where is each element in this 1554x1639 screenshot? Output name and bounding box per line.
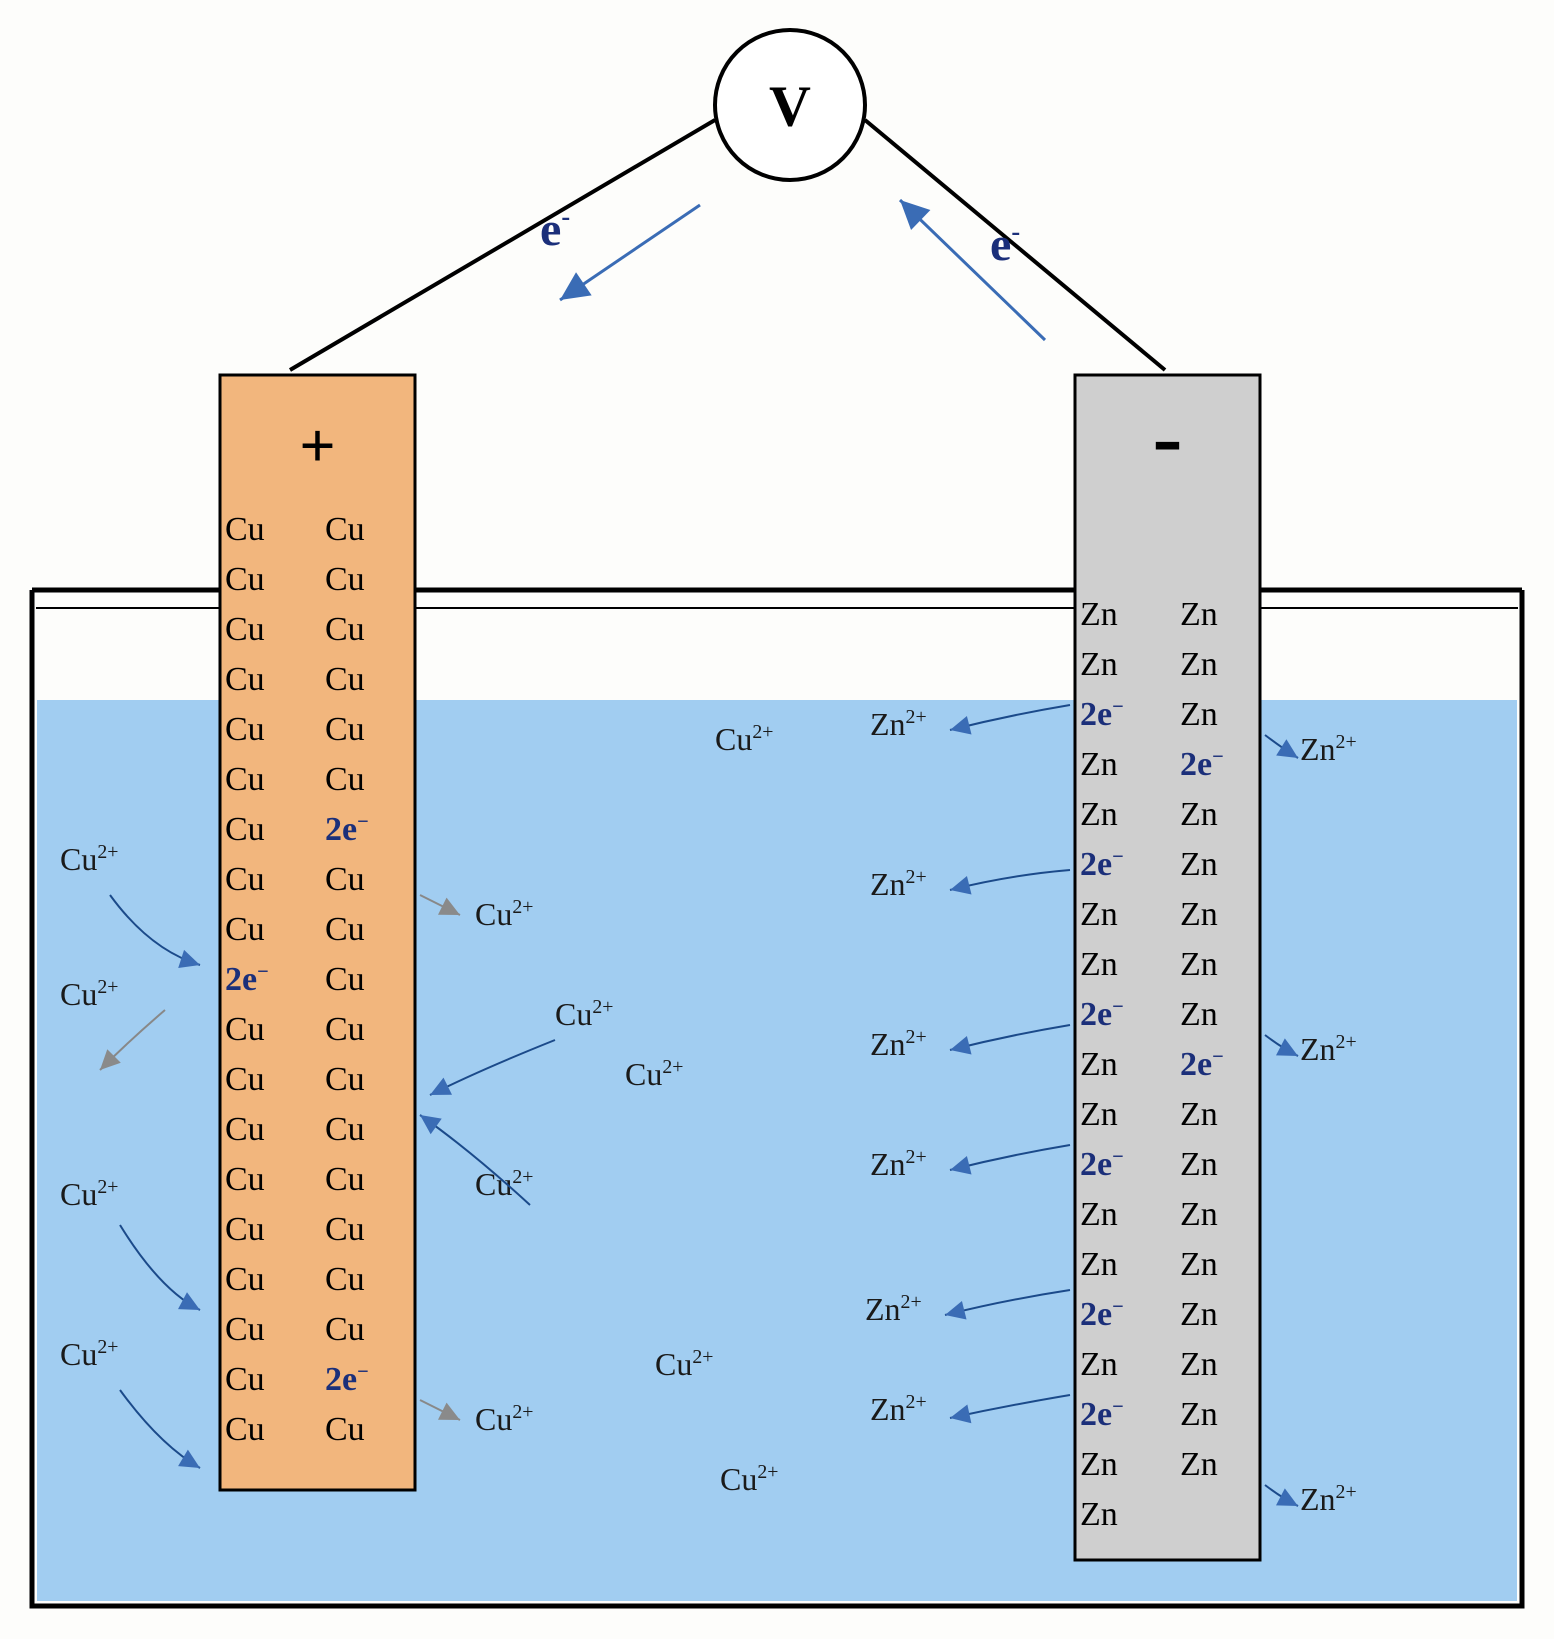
cu-atom: Cu bbox=[325, 1061, 365, 1098]
zn-atom: Zn bbox=[1180, 596, 1218, 633]
cu-atom: Cu bbox=[325, 961, 365, 998]
cu-atom: Cu bbox=[225, 561, 265, 598]
voltmeter-label: V bbox=[769, 73, 811, 138]
zn-atom: Zn bbox=[1080, 1346, 1118, 1383]
zn-atom: Zn bbox=[1180, 696, 1218, 733]
cu-atom: Cu bbox=[225, 511, 265, 548]
cu-atom: Cu bbox=[225, 911, 265, 948]
cu-atom: Cu bbox=[225, 811, 265, 848]
cu-atom: Cu bbox=[225, 761, 265, 798]
zn-electrode-sign: - bbox=[1153, 388, 1183, 487]
zn-atom: Zn bbox=[1180, 846, 1218, 883]
cu-atom: Cu bbox=[325, 561, 365, 598]
cu-electrode-sign: + bbox=[299, 410, 335, 481]
cu-atom: Cu bbox=[225, 711, 265, 748]
zn-atom: Zn bbox=[1080, 1046, 1118, 1083]
zn-atom: Zn bbox=[1180, 1096, 1218, 1133]
zn-atom: Zn bbox=[1180, 996, 1218, 1033]
cu-atom: Cu bbox=[325, 1261, 365, 1298]
zn-atom: Zn bbox=[1180, 1246, 1218, 1283]
zn-atom: Zn bbox=[1080, 896, 1118, 933]
zn-atom: Zn bbox=[1180, 1446, 1218, 1483]
zn-atom: Zn bbox=[1180, 946, 1218, 983]
cu-atom: Cu bbox=[225, 861, 265, 898]
cu-atom: Cu bbox=[325, 611, 365, 648]
cu-atom: Cu bbox=[225, 1061, 265, 1098]
cu-atom: Cu bbox=[325, 1211, 365, 1248]
cu-atom: Cu bbox=[325, 1011, 365, 1048]
zn-atom: Zn bbox=[1180, 1196, 1218, 1233]
zn-atom: Zn bbox=[1080, 1246, 1118, 1283]
zn-atom: Zn bbox=[1080, 946, 1118, 983]
cu-atom: Cu bbox=[325, 861, 365, 898]
cu-atom: Cu bbox=[325, 1311, 365, 1348]
cu-atom: Cu bbox=[325, 1411, 365, 1448]
cu-atom: Cu bbox=[225, 611, 265, 648]
zn-atom: Zn bbox=[1180, 1396, 1218, 1433]
cu-atom: Cu bbox=[225, 1111, 265, 1148]
cu-atom: Cu bbox=[225, 1411, 265, 1448]
zn-atom: Zn bbox=[1080, 646, 1118, 683]
cu-atom: Cu bbox=[325, 711, 365, 748]
zn-atom: Zn bbox=[1180, 646, 1218, 683]
cu-atom: Cu bbox=[225, 1011, 265, 1048]
cu-atom: Cu bbox=[225, 1161, 265, 1198]
zn-atom: Zn bbox=[1180, 1296, 1218, 1333]
cu-atom: Cu bbox=[225, 1211, 265, 1248]
zn-atom: Zn bbox=[1080, 746, 1118, 783]
zn-atom: Zn bbox=[1080, 1096, 1118, 1133]
zn-atom: Zn bbox=[1080, 1446, 1118, 1483]
zn-atom: Zn bbox=[1080, 1496, 1118, 1533]
cu-atom: Cu bbox=[325, 1161, 365, 1198]
cu-atom: Cu bbox=[225, 1311, 265, 1348]
cu-atom: Cu bbox=[225, 1261, 265, 1298]
cu-atom: Cu bbox=[225, 661, 265, 698]
cu-atom: Cu bbox=[225, 1361, 265, 1398]
zn-atom: Zn bbox=[1180, 796, 1218, 833]
cu-atom: Cu bbox=[325, 911, 365, 948]
zn-atom: Zn bbox=[1180, 896, 1218, 933]
cu-atom: Cu bbox=[325, 511, 365, 548]
zn-atom: Zn bbox=[1080, 1196, 1118, 1233]
cu-atom: Cu bbox=[325, 1111, 365, 1148]
zn-atom: Zn bbox=[1080, 596, 1118, 633]
zn-atom: Zn bbox=[1180, 1346, 1218, 1383]
zn-atom: Zn bbox=[1180, 1146, 1218, 1183]
cu-atom: Cu bbox=[325, 661, 365, 698]
zn-atom: Zn bbox=[1080, 796, 1118, 833]
cu-atom: Cu bbox=[325, 761, 365, 798]
